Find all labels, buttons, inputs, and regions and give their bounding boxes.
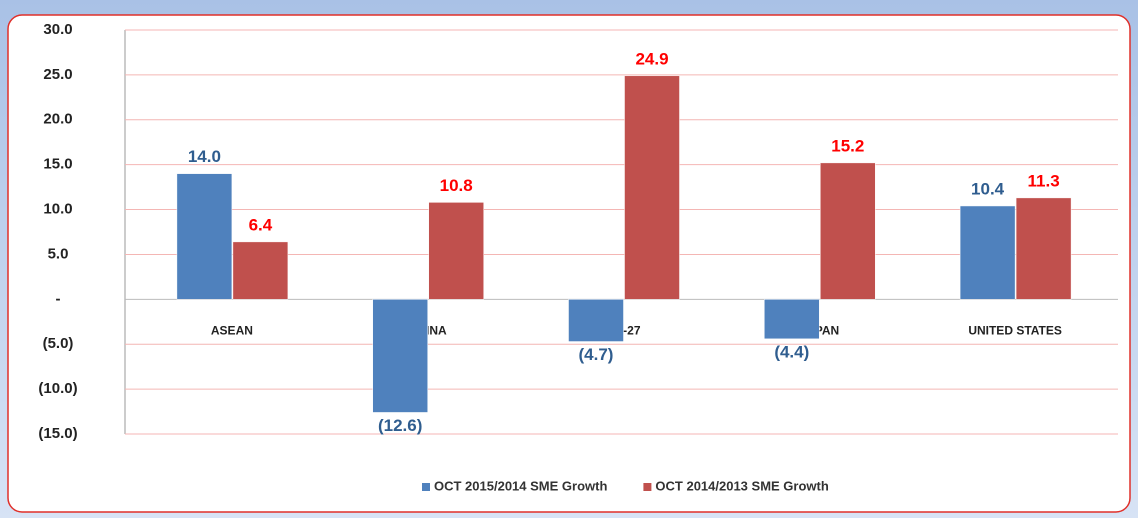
chart-panel bbox=[7, 14, 1131, 513]
y-tick-label: 15.0 bbox=[43, 156, 72, 173]
bar bbox=[176, 173, 233, 300]
x-tick-label: UNITED STATES bbox=[968, 324, 1062, 338]
data-label: 15.2 bbox=[831, 136, 864, 155]
x-tick-label: ASEAN bbox=[211, 324, 253, 338]
legend-swatch bbox=[422, 483, 430, 491]
legend-swatch bbox=[643, 483, 652, 491]
bar bbox=[568, 299, 624, 342]
bar bbox=[624, 75, 680, 300]
y-tick-label: (10.0) bbox=[38, 380, 77, 397]
legend-label: OCT 2014/2013 SME Growth bbox=[655, 478, 828, 493]
data-label: 10.4 bbox=[971, 179, 1005, 198]
data-label: 6.4 bbox=[249, 215, 273, 234]
y-tick-label: (5.0) bbox=[43, 335, 74, 352]
bar bbox=[428, 202, 484, 300]
data-label: 10.8 bbox=[440, 176, 473, 195]
y-tick-label: (15.0) bbox=[38, 425, 77, 442]
data-label: (4.4) bbox=[774, 342, 809, 361]
y-tick-label: 10.0 bbox=[43, 201, 72, 218]
y-tick-label: 30.0 bbox=[43, 21, 72, 38]
bar bbox=[820, 162, 876, 300]
legend-label: OCT 2015/2014 SME Growth bbox=[434, 478, 607, 493]
grid: 30.0 25.0 20.0 15.0 10.0 5.0 - (5.0) (10.0) (15.0… bbox=[38, 21, 1118, 442]
bar bbox=[232, 241, 289, 300]
y-tick-label: - bbox=[56, 290, 61, 307]
y-tick-label: 20.0 bbox=[43, 111, 72, 128]
data-label: (12.6) bbox=[378, 416, 422, 435]
plot: ASEAN14.06.4CHINA(12.6)10.8EU-27(4.7)24.… bbox=[176, 49, 1072, 435]
bar bbox=[959, 205, 1016, 300]
bar bbox=[764, 299, 820, 340]
y-tick-label: 25.0 bbox=[43, 66, 72, 83]
data-label: (4.7) bbox=[579, 345, 614, 364]
legend: OCT 2015/2014 SME Growth OCT 2014/2013 SM… bbox=[422, 478, 829, 493]
data-label: 14.0 bbox=[188, 147, 221, 166]
bar bbox=[1015, 197, 1072, 300]
data-label: 24.9 bbox=[635, 49, 668, 68]
data-label: 11.3 bbox=[1028, 171, 1060, 190]
bar bbox=[372, 299, 428, 413]
y-tick-label: 5.0 bbox=[48, 245, 69, 262]
